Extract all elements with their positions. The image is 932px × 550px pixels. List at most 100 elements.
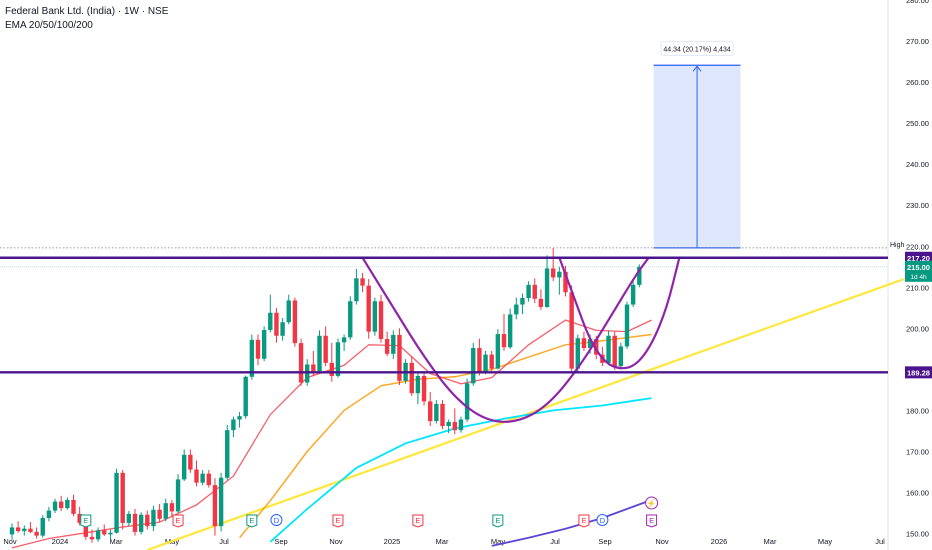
candle-body [52,501,58,511]
event-marker: E [332,514,344,528]
x-tick-label: Sep [274,537,287,546]
candle-body [34,531,39,536]
candle [489,350,494,372]
candle [428,391,433,427]
candle [194,460,199,487]
candle-body [471,348,476,384]
support-tag-label: 189.28 [907,368,930,377]
candle-body [89,536,95,540]
current-price-tag-box [905,260,932,282]
candle-body [464,383,470,420]
event-marker: E [412,514,424,528]
y-tick-label: 280.00 [906,0,929,5]
cup-arc [361,257,650,423]
earnings-marker-shape [492,514,504,528]
candle-body [532,284,537,299]
candle-body [378,301,384,340]
candle [563,265,568,297]
support-tag-box [905,366,932,379]
candle-body [384,339,390,354]
candle [323,326,328,367]
candle [231,416,236,438]
candle [507,308,513,349]
candle-body [231,419,236,431]
candle [175,474,181,514]
candle [218,472,224,532]
candle-body [612,335,617,367]
candle [298,338,304,386]
target-label: 44.34 (20.17%) 4,434 [663,46,730,53]
candle-body [225,430,230,478]
candle-body [9,527,15,535]
x-tick-label: Jul [219,537,229,546]
candle-body [569,292,574,369]
x-tick-label: May [818,537,832,546]
earnings-marker-shape [80,514,92,528]
candle [89,529,95,543]
candle [372,297,378,336]
candle-body [255,339,261,359]
candle [335,338,341,378]
candle-body [551,268,556,278]
event-marker-label: E [249,516,254,525]
candle [471,342,476,386]
candle [261,326,267,362]
candle [452,408,457,435]
earnings-marker-shape [172,514,184,528]
candle [397,328,402,385]
candle [46,506,52,522]
y-tick-label: 150.00 [906,530,929,539]
candle [440,400,445,429]
candle-body [520,297,525,305]
y-tick-label: 160.00 [906,489,929,498]
candle-body [415,375,421,394]
event-marker-label: E [495,516,500,525]
candle-body [280,322,285,336]
candle [415,371,421,405]
candle [409,356,414,397]
candle [268,294,273,333]
event-marker: E [578,514,590,528]
candle-body [102,530,107,535]
candle [9,523,15,540]
candle [151,505,156,532]
candle [22,525,27,536]
symbol-title: Federal Bank Ltd. (India) · 1W · NSE [5,6,169,17]
event-marker: E [80,514,92,528]
event-marker-label: E [415,516,420,525]
candle-body [261,330,267,359]
candle-body [323,335,328,363]
x-tick-label: 2026 [711,537,728,546]
candle-body [22,528,27,532]
candle-body [526,284,531,298]
candle-body [372,301,378,332]
candle [206,469,211,488]
candle [384,331,390,357]
candle-body [59,501,64,509]
candle [575,334,580,372]
candle-body [151,509,156,527]
candle-body [452,421,457,431]
y-tick-label: 210.00 [906,283,929,292]
x-tick-label: Nov [3,537,17,546]
candle [102,524,107,537]
candle [544,255,550,308]
candle-body [630,284,636,305]
candle-body [341,337,347,343]
earnings-marker-shape [578,514,590,528]
candle-body [157,509,162,519]
candle [145,510,150,530]
candle-body [514,304,519,315]
candle [52,498,58,514]
candle-body [268,312,273,330]
candle-body [194,469,199,483]
candle-body [65,499,70,509]
candle [434,400,439,424]
candle-body [15,527,21,532]
candle [329,342,334,382]
y-tick-label: 200.00 [906,324,929,333]
candle-body [440,403,445,427]
candle-body [618,346,624,367]
candle-body [317,335,322,372]
